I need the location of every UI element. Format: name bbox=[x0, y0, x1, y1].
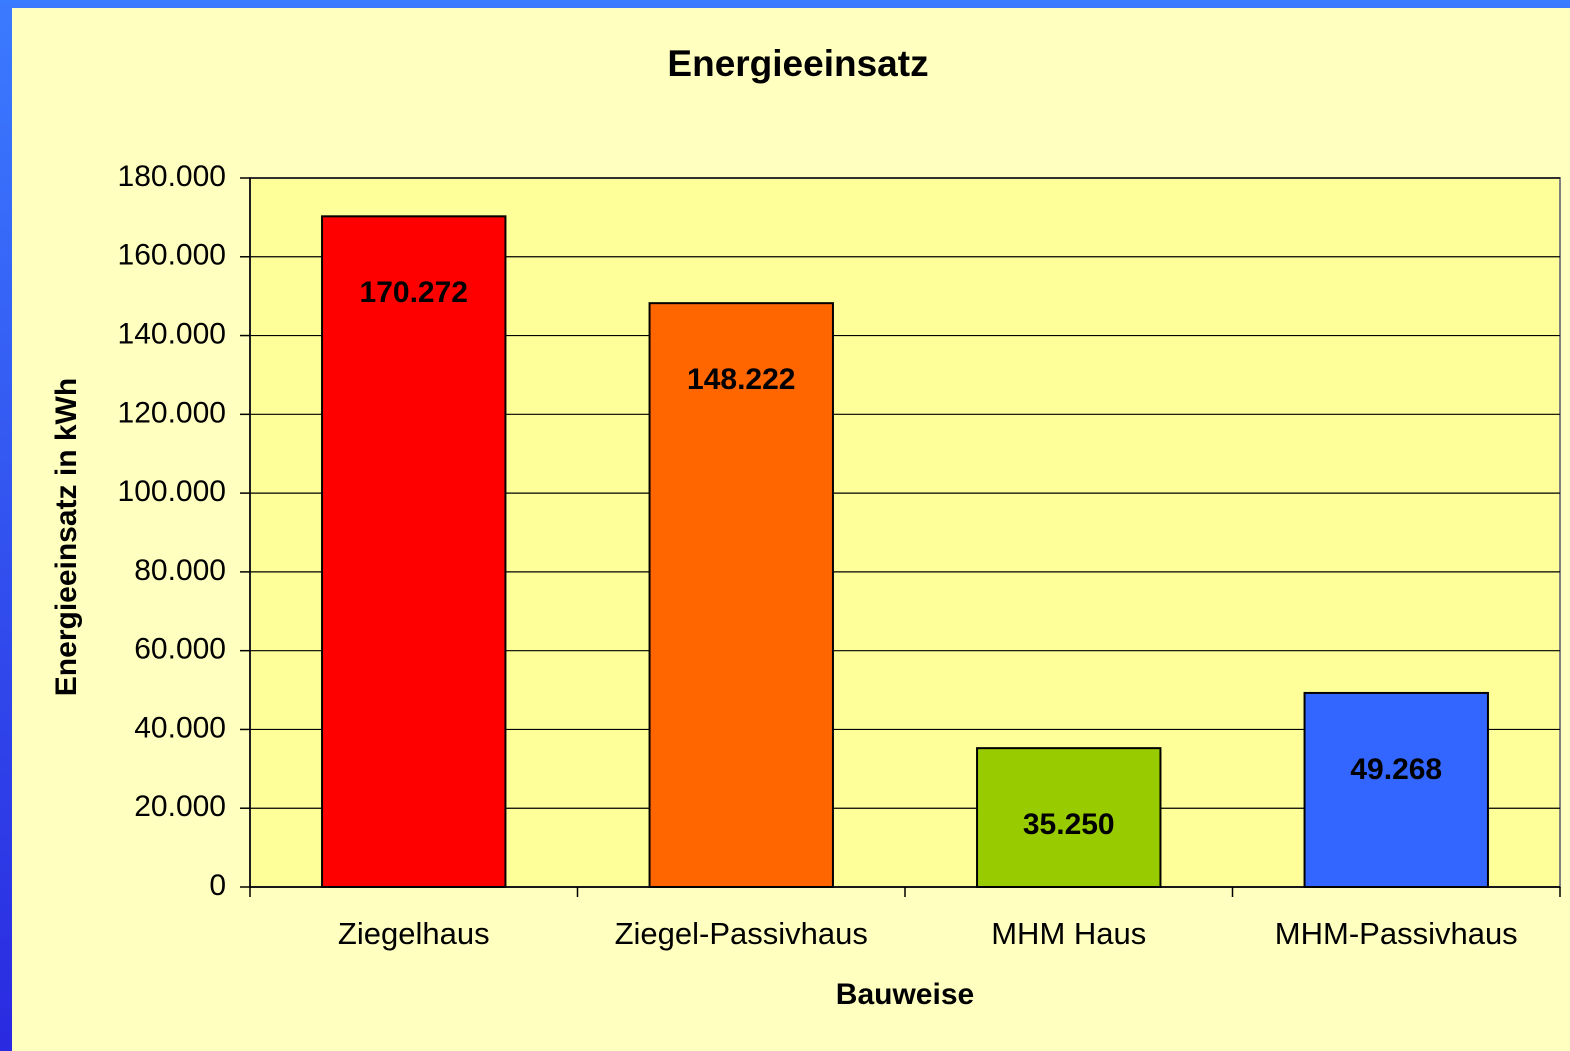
y-tick-label: 100.000 bbox=[118, 475, 226, 508]
data-label: 49.268 bbox=[1350, 753, 1442, 786]
y-tick-label: 60.000 bbox=[134, 633, 226, 666]
data-label: 35.250 bbox=[1023, 808, 1115, 841]
bar bbox=[321, 215, 507, 888]
data-label: 148.222 bbox=[687, 363, 795, 396]
data-label: 170.272 bbox=[360, 276, 468, 309]
y-tick-label: 180.000 bbox=[118, 160, 226, 193]
y-tick-label: 160.000 bbox=[118, 239, 226, 272]
y-tick-label: 0 bbox=[209, 869, 226, 902]
bar bbox=[1303, 691, 1489, 889]
bar bbox=[648, 302, 834, 889]
y-axis-label: Energieeinsatz in kWh bbox=[50, 378, 83, 696]
x-tick-label: Ziegel-Passivhaus bbox=[615, 916, 868, 951]
bar bbox=[976, 747, 1162, 889]
y-tick-label: 140.000 bbox=[118, 317, 226, 350]
y-tick-label: 80.000 bbox=[134, 554, 226, 587]
chart-title: Energieeinsatz bbox=[667, 43, 928, 84]
x-tick-label: MHM-Passivhaus bbox=[1275, 916, 1518, 951]
y-tick-label: 40.000 bbox=[134, 711, 226, 744]
y-tick-label: 20.000 bbox=[134, 790, 226, 823]
y-tick-label: 120.000 bbox=[118, 396, 226, 429]
x-tick-label: Ziegelhaus bbox=[338, 916, 490, 951]
x-tick-label: MHM Haus bbox=[991, 916, 1146, 951]
x-axis-label: Bauweise bbox=[836, 978, 974, 1011]
